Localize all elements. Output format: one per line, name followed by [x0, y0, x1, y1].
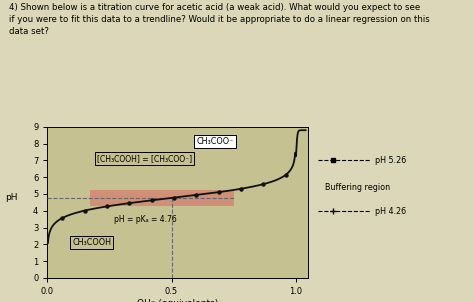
- Text: 4) Shown below is a titration curve for acetic acid (a weak acid). What would yo: 4) Shown below is a titration curve for …: [9, 3, 430, 36]
- Text: CH₃COOH: CH₃COOH: [72, 238, 111, 247]
- Text: pH 4.26: pH 4.26: [375, 207, 406, 216]
- Bar: [90, 190, 234, 206]
- X-axis label: OH⁻ (equivalents): OH⁻ (equivalents): [137, 299, 219, 302]
- Text: Buffering region: Buffering region: [325, 183, 390, 192]
- Text: [CH₃COOH] = [CH₃COO⁻]: [CH₃COOH] = [CH₃COO⁻]: [97, 154, 192, 163]
- Text: CH₃COO⁻: CH₃COO⁻: [196, 137, 234, 146]
- Y-axis label: pH: pH: [5, 193, 17, 202]
- Text: pH 5.26: pH 5.26: [375, 156, 407, 165]
- Text: pH = pKₐ = 4.76: pH = pKₐ = 4.76: [114, 215, 177, 223]
